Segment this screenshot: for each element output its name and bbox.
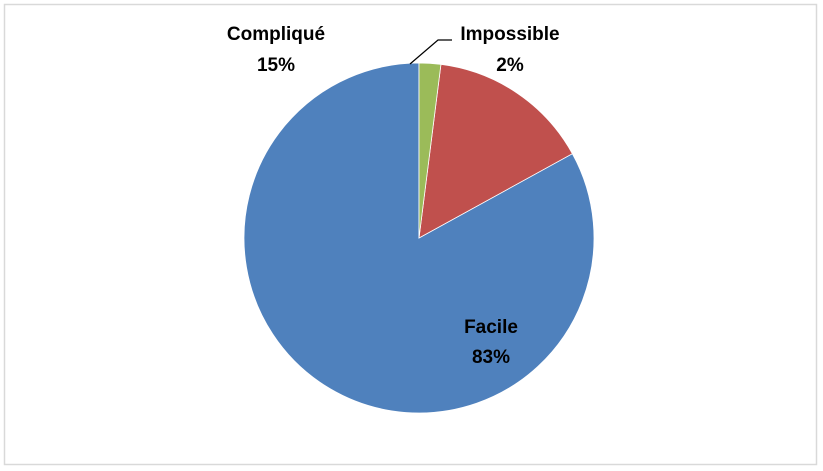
slice-label-value-facile: 83%	[472, 347, 510, 368]
leader-line-impossible	[409, 39, 452, 65]
pie-slice-compliqué	[418, 63, 573, 239]
slice-label-value-compliqué: 15%	[257, 55, 295, 76]
pie-slice-impossible	[418, 62, 442, 239]
pie-slices	[243, 62, 595, 414]
slice-label-name-impossible: Impossible	[460, 24, 559, 45]
slice-label-value-impossible: 2%	[496, 55, 524, 76]
slice-label-name-facile: Facile	[464, 317, 518, 338]
slice-label-name-compliqué: Compliqué	[227, 24, 325, 45]
